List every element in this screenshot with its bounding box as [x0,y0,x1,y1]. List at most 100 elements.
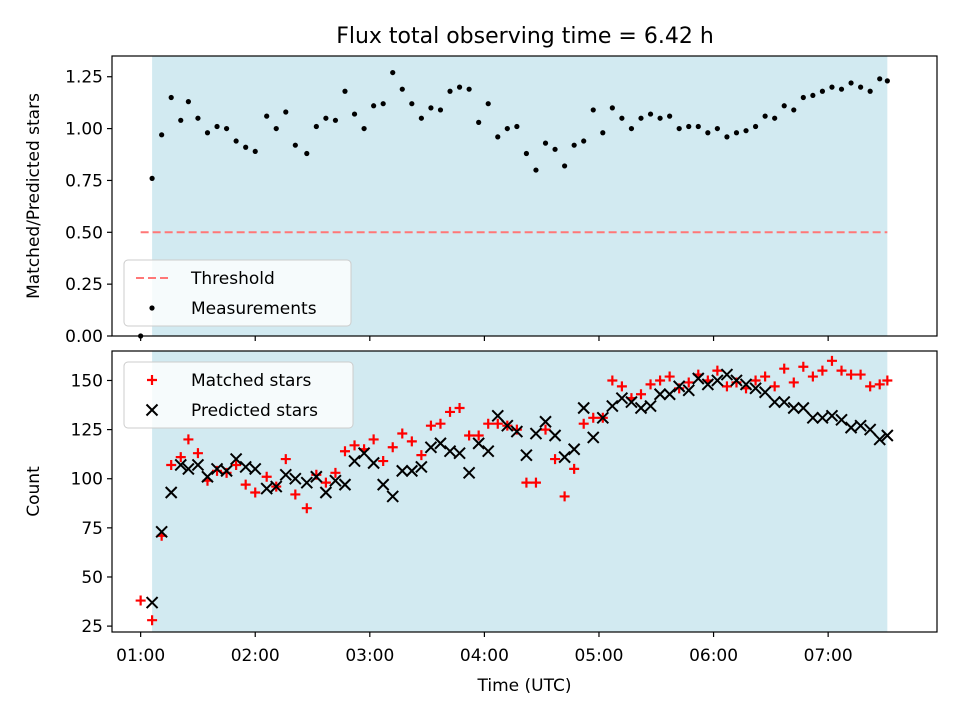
predicted-point [720,368,734,381]
matched-point [750,375,761,386]
legend-plus-swatch [147,375,157,385]
measurement-point [283,109,289,115]
matched-point [846,369,857,380]
predicted-point [319,486,333,499]
predicted-point [155,525,168,538]
predicted-point [816,411,829,425]
predicted-point [739,378,753,391]
legend-label: Matched stars [191,371,311,391]
x-tick-label: 06:00 [689,646,738,666]
predicted-point [182,462,195,476]
matched-point [320,477,331,488]
predicted-point [239,460,252,474]
measurement-point [600,130,606,136]
measurement-point [743,128,749,134]
matched-point [807,371,818,382]
measurement-point [676,125,682,132]
matched-point [240,479,251,490]
matched-point [855,369,866,380]
measurement-point [609,105,615,111]
measurement-point [399,86,405,92]
x-tick-label: 03:00 [345,646,394,666]
matched-point [769,381,780,392]
matched-point [798,361,809,372]
measurement-point [168,94,174,101]
x-tick-label: 01:00 [116,646,165,666]
predicted-point [596,411,610,425]
matched-point [530,477,541,488]
matched-point [588,412,599,423]
measurement-point [178,117,184,123]
matched-point [445,406,456,417]
predicted-point [835,413,848,426]
matched-point [261,471,272,482]
measurement-point [762,113,768,119]
series-measurements [138,69,890,339]
x-tick-label: 02:00 [231,646,280,666]
matched-point [339,446,350,457]
measurement-point [867,88,873,94]
predicted-point [644,399,657,413]
matched-point [683,377,694,388]
matched-point [464,430,475,441]
measurement-point [313,123,319,130]
measurement-point [185,99,191,105]
predicted-point [825,409,839,423]
measurement-point [562,163,568,169]
matched-point [559,491,570,502]
predicted-point [577,401,590,415]
matched-point [550,454,561,465]
y-axis-label: Count [24,466,44,517]
predicted-point [606,399,619,413]
chart-title: Flux total observing time = 6.42 h [336,24,714,49]
measurement-point [733,130,740,136]
predicted-point [634,401,648,415]
measurement-point [466,86,472,92]
predicted-point [482,445,495,458]
predicted-point [854,419,867,432]
matched-point [473,430,484,441]
y-tick-label: 0.25 [65,275,103,295]
matched-point [836,365,847,376]
matched-point [416,450,427,461]
measurement-point [371,103,377,109]
y-tick-label: 50 [81,568,103,588]
matched-point [387,442,398,453]
matched-point [192,448,203,459]
x-tick-label: 04:00 [460,646,509,666]
measurement-point [233,138,239,144]
matched-point [147,615,158,626]
predicted-point [310,470,323,483]
predicted-point [787,401,800,415]
y-tick-label: 1.25 [65,68,103,88]
measurement-point [705,130,711,136]
predicted-point [338,478,352,491]
measurement-point [552,146,558,152]
matched-point [368,434,379,445]
measurement-point [418,115,424,121]
measurement-point [304,150,310,157]
measurement-point [514,123,520,130]
axes-frame-top [111,55,938,337]
predicted-point [682,384,695,397]
matched-point [817,365,828,376]
matched-point [712,365,723,376]
predicted-point [711,374,724,387]
axes-frame-bottom [111,350,938,633]
measurement-point [714,125,720,132]
predicted-point [462,466,476,480]
predicted-point [881,429,894,442]
legend-label: Threshold [190,269,275,289]
predicted-point [510,425,524,438]
x-tick-label: 07:00 [804,646,853,666]
legend-top: Threshold Measurements [123,259,352,327]
measurement-point [428,105,434,111]
matched-point [645,379,656,390]
predicted-point [558,450,571,464]
measurement-point [409,101,415,107]
measurement-point [214,123,220,130]
measurement-point [838,86,845,92]
measurement-point [695,123,701,130]
measurement-point [542,140,549,146]
y-tick-label: 0.75 [65,171,103,191]
